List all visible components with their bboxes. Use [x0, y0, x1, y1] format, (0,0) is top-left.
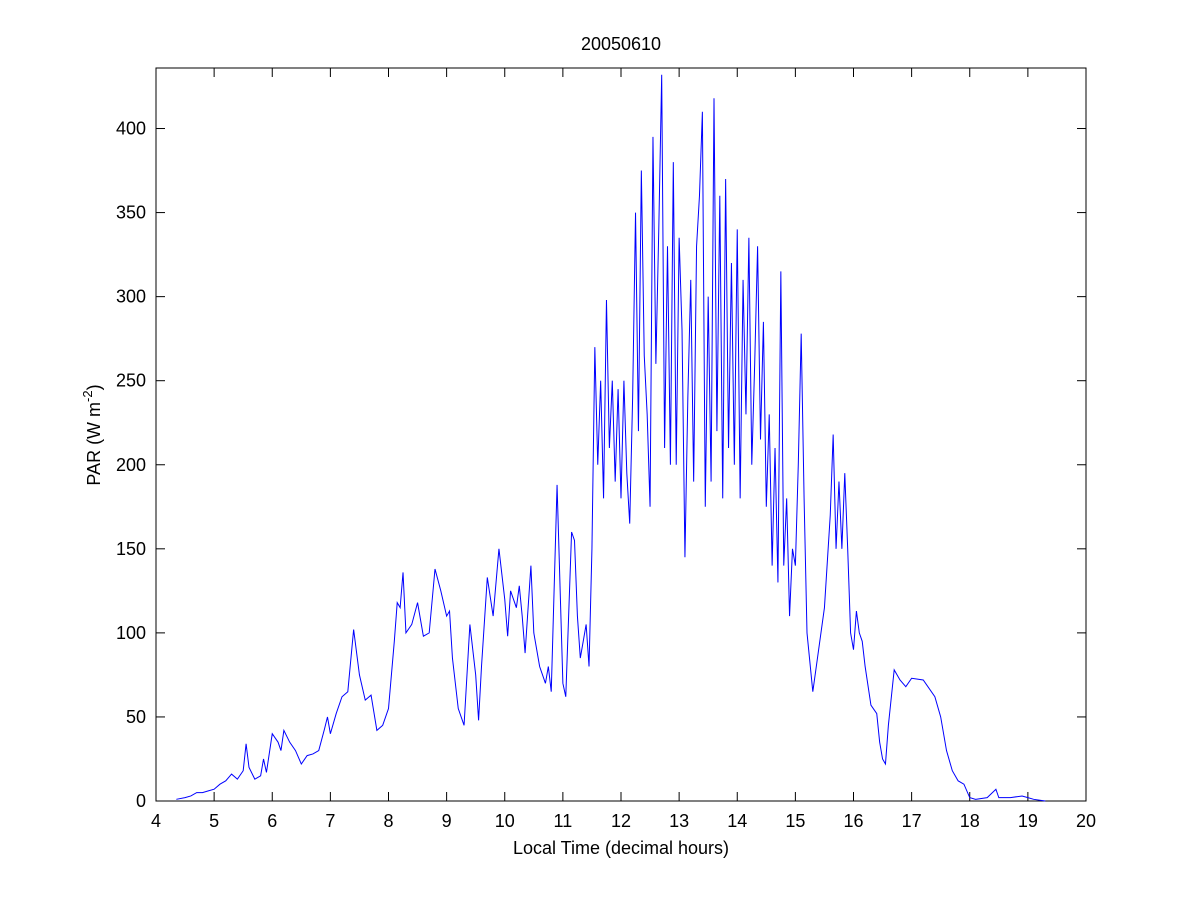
y-tick-label: 350 [116, 203, 146, 223]
plot-area [155, 67, 1087, 802]
y-tick-label: 400 [116, 119, 146, 139]
y-tick-label: 50 [126, 707, 146, 727]
y-axis-label-text: PAR (W m [84, 402, 104, 486]
y-tick-label: 100 [116, 623, 146, 643]
x-tick-label: 17 [902, 811, 922, 831]
y-axis-label-suffix: ) [84, 384, 104, 390]
y-tick-label: 250 [116, 371, 146, 391]
x-axis-label: Local Time (decimal hours) [513, 838, 729, 858]
y-tick-label: 300 [116, 287, 146, 307]
chart-title: 20050610 [581, 34, 661, 54]
x-tick-label: 20 [1076, 811, 1096, 831]
x-tick-label: 11 [554, 811, 573, 831]
x-tick-label: 10 [495, 811, 515, 831]
x-tick-label: 7 [325, 811, 335, 831]
x-tick-label: 15 [785, 811, 805, 831]
x-tick-label: 16 [843, 811, 863, 831]
x-tick-label: 14 [727, 811, 747, 831]
x-tick-label: 8 [383, 811, 393, 831]
y-tick-label: 200 [116, 455, 146, 475]
x-tick-label: 5 [209, 811, 219, 831]
data-line [176, 74, 1046, 802]
x-tick-label: 4 [151, 811, 161, 831]
x-tick-label: 6 [267, 811, 277, 831]
x-tick-label: 12 [611, 811, 631, 831]
y-tick-label: 0 [136, 791, 146, 811]
x-tick-label: 13 [669, 811, 689, 831]
x-tick-label: 19 [1018, 811, 1038, 831]
x-tick-label: 18 [960, 811, 980, 831]
y-axis-label: PAR (W m-2) [80, 384, 104, 485]
y-tick-label: 150 [116, 539, 146, 559]
x-tick-label: 9 [442, 811, 452, 831]
y-axis-label-superscript: -2 [80, 390, 95, 402]
